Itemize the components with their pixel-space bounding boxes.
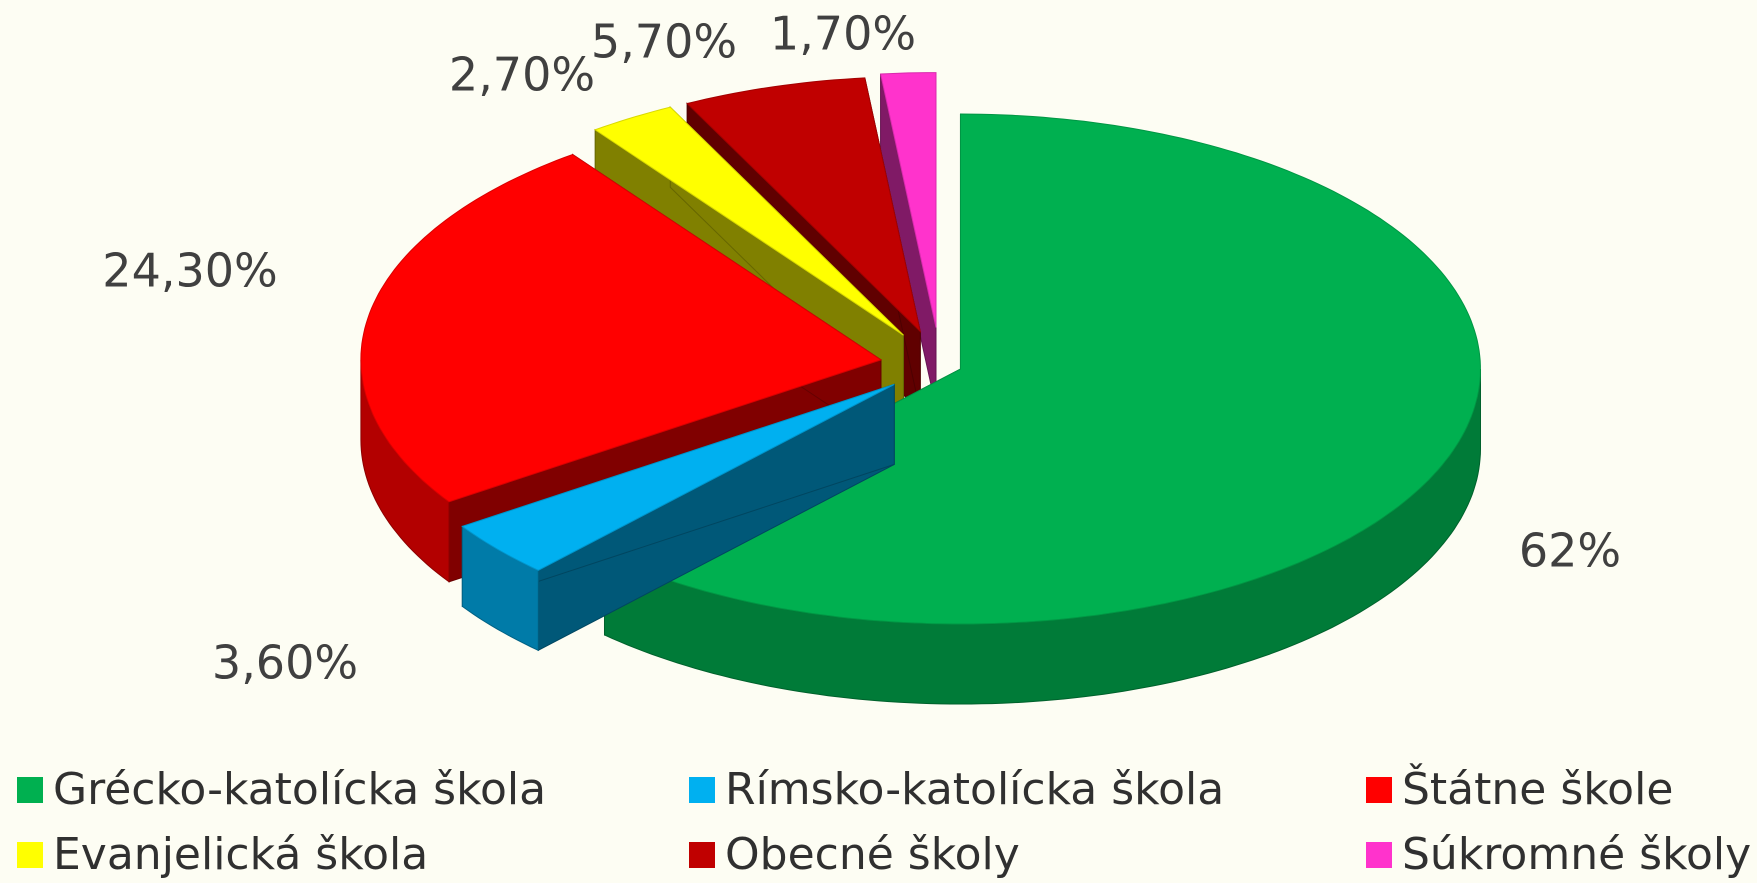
data-label: 3,60% bbox=[212, 636, 358, 690]
slice bbox=[593, 106, 904, 336]
legend-label: Štátne škole bbox=[1402, 762, 1673, 815]
slice bbox=[360, 153, 883, 503]
data-label: 24,30% bbox=[102, 244, 277, 298]
slice bbox=[686, 77, 922, 333]
legend-label: Evanjelická škola bbox=[53, 829, 428, 880]
legend-swatch bbox=[17, 777, 43, 803]
legend-label: Súkromné školy bbox=[1402, 829, 1751, 880]
legend-swatch bbox=[17, 842, 43, 868]
legend-label: Obecné školy bbox=[725, 829, 1020, 880]
legend-swatch bbox=[689, 842, 715, 868]
slice-group bbox=[879, 72, 937, 408]
legend-label: Rímsko-katolícka škola bbox=[725, 764, 1224, 815]
legend-swatch bbox=[689, 777, 715, 803]
slice bbox=[879, 72, 937, 328]
slice-group bbox=[461, 383, 895, 652]
data-label: 1,70% bbox=[770, 7, 916, 61]
data-label: 62% bbox=[1519, 524, 1621, 578]
legend-swatch bbox=[1366, 842, 1392, 868]
slice bbox=[461, 383, 895, 571]
legend-swatch bbox=[1366, 777, 1392, 803]
data-label: 2,70% bbox=[449, 48, 595, 102]
data-label: 5,70% bbox=[591, 15, 737, 69]
legend-label: Grécko-katolícka škola bbox=[53, 764, 546, 815]
